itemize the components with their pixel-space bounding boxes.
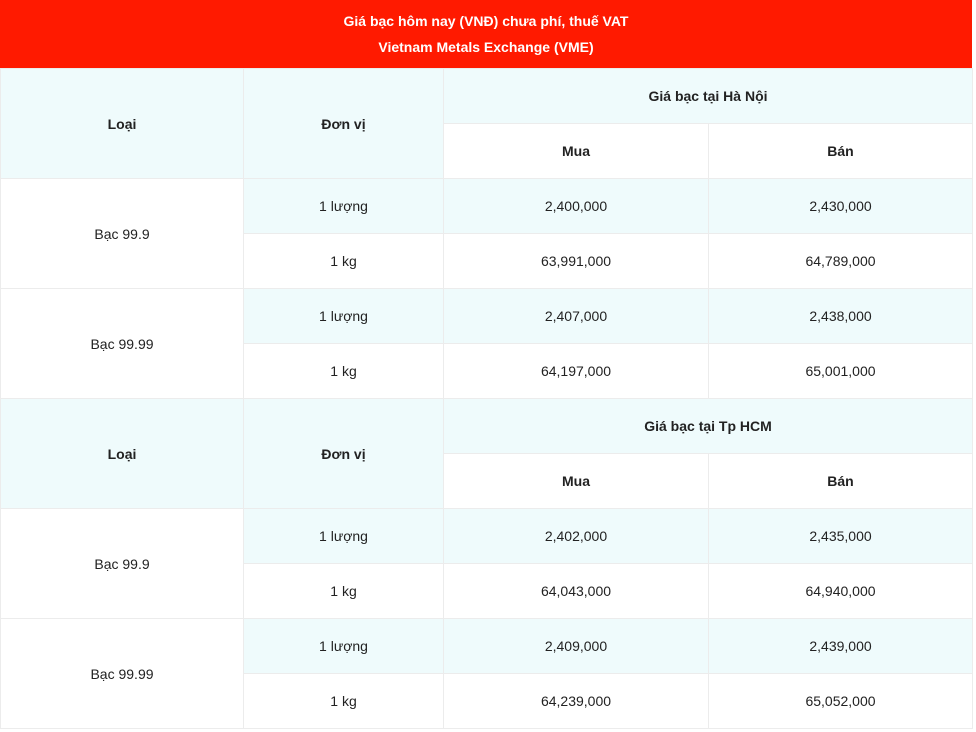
buy-price: 2,402,000 [443,508,709,564]
unit-cell: 1 kg [243,673,444,729]
buy-price: 2,409,000 [443,618,709,674]
row: Bạc 99.9 1 lượng 2,400,000 2,430,000 [0,178,974,289]
price-table: Loại Đơn vị Giá bạc tại Hà Nội Mua Bán Bạc 99… [0,68,974,729]
type-cell: Bạc 99.9 [0,508,244,619]
buy-price: 2,407,000 [443,288,709,344]
sell-price: 2,430,000 [707,178,974,234]
column-header: Mua [443,453,709,509]
buy-price: 64,043,000 [443,563,709,619]
buy-price: 64,239,000 [443,673,709,729]
sell-price: 2,438,000 [707,288,974,344]
unit-cell: 1 lượng [243,618,444,674]
column-header: Bán [707,123,974,179]
subtitle: Vietnam Metals Exchange (VME) [378,39,594,55]
unit-cell: 1 kg [243,343,444,399]
buy-price: 63,991,000 [443,233,709,289]
sell-price: 65,052,000 [707,673,974,729]
buy-price: 2,400,000 [443,178,709,234]
unit-cell: 1 lượng [243,288,444,344]
row: 1 kg 64,197,000 65,001,000 [1,343,974,399]
row: Bạc 99.99 1 lượng 2,407,000 2,438,000 [0,288,974,399]
row: Bạc 99.9 1 lượng 2,402,000 2,435,000 [0,508,974,619]
unit-cell: 1 lượng [243,178,444,234]
unit-cell: 1 kg [243,563,444,619]
column-header: Đơn vị [243,398,444,509]
buy-price: 64,197,000 [443,343,709,399]
row: 1 kg 64,239,000 65,052,000 [1,673,974,729]
row: 1 kg 63,991,000 64,789,000 [1,233,974,289]
sell-price: 64,940,000 [707,563,974,619]
table-header: Giá bạc hôm nay (VNĐ) chưa phí, thuế VAT… [0,0,972,68]
row: Mua Bán [1,453,974,509]
sell-price: 64,789,000 [707,233,974,289]
row: 1 kg 64,043,000 64,940,000 [1,563,974,619]
column-header: Mua [443,123,709,179]
sell-price: 2,439,000 [707,618,974,674]
column-header: Bán [707,453,974,509]
column-header: Đơn vị [243,68,444,179]
region-header: Giá bạc tại Tp HCM [442,398,974,454]
row: Mua Bán [1,123,974,179]
row: Loại Đơn vị Giá bạc tại Tp HCM [0,398,974,509]
column-header: Loại [0,398,244,509]
sell-price: 2,435,000 [707,508,974,564]
title: Giá bạc hôm nay (VNĐ) chưa phí, thuế VAT [343,13,629,29]
row: Loại Đơn vị Giá bạc tại Hà Nội [0,68,974,179]
region-header: Giá bạc tại Hà Nội [442,68,974,124]
type-cell: Bạc 99.99 [0,288,244,399]
unit-cell: 1 lượng [243,508,444,564]
unit-cell: 1 kg [243,233,444,289]
sell-price: 65,001,000 [707,343,974,399]
type-cell: Bạc 99.99 [0,618,244,729]
type-cell: Bạc 99.9 [0,178,244,289]
column-header: Loại [0,68,244,179]
row: Bạc 99.99 1 lượng 2,409,000 2,439,000 [0,618,974,729]
